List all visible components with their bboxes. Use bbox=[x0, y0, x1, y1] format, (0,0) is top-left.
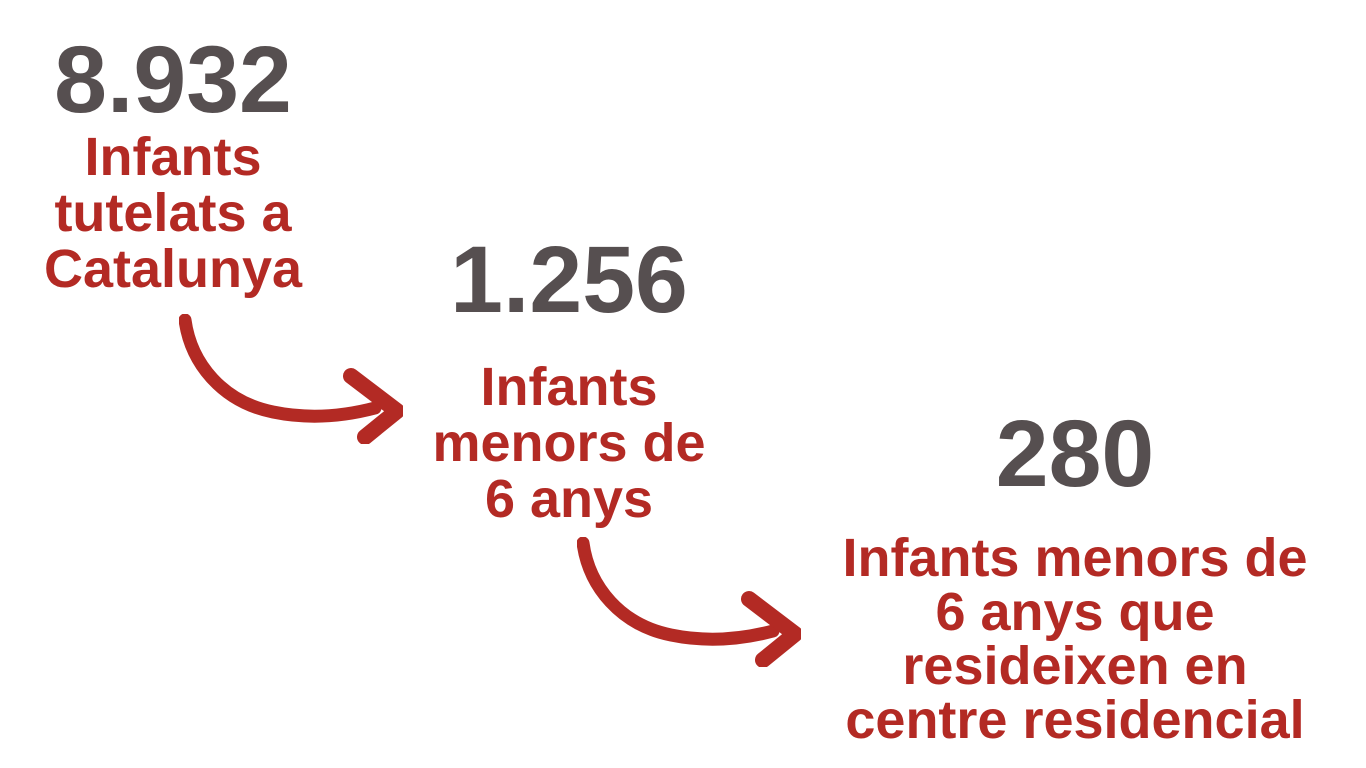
arrow-tail bbox=[577, 537, 780, 646]
stat-label-line: menors de bbox=[432, 413, 706, 473]
arrow-tail bbox=[179, 314, 382, 423]
stat-value: 1.256 bbox=[450, 227, 688, 333]
curved-arrow-icon bbox=[179, 314, 403, 444]
curved-arrow-icon bbox=[577, 537, 801, 667]
stat-label: Infants menors de 6 anys bbox=[409, 359, 729, 527]
arrow-head bbox=[343, 368, 403, 444]
stat-label: Infants menors de 6 anys que resideixen … bbox=[835, 531, 1315, 747]
stat-label-line: 6 anys que bbox=[935, 582, 1215, 642]
stat-label-line: Infants bbox=[480, 357, 658, 417]
stat-label-line: resideixen en bbox=[902, 636, 1248, 696]
stat-label-line: 6 anys bbox=[484, 469, 654, 529]
stat-label-line: Infants bbox=[84, 127, 262, 187]
stat-label: Infants tutelats a Catalunya bbox=[13, 129, 333, 297]
stat-value: 8.932 bbox=[54, 27, 292, 133]
arrow-head bbox=[741, 591, 801, 667]
stat-label-line: centre residencial bbox=[845, 690, 1305, 750]
stat-value: 280 bbox=[995, 401, 1155, 507]
stat-label-line: Infants menors de bbox=[842, 528, 1308, 588]
stat-label-line: tutelats a bbox=[54, 183, 292, 243]
stat-label-line: Catalunya bbox=[43, 239, 303, 299]
